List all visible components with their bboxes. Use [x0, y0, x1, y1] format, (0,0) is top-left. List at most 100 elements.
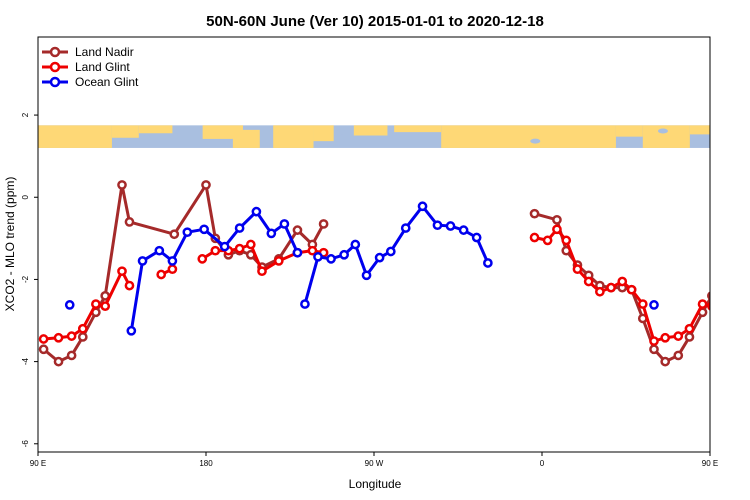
series-1-point-8: [156, 269, 167, 280]
series-1-point-9: [167, 264, 178, 275]
series-1-point-24: [572, 264, 583, 275]
series-0-point-2: [66, 350, 77, 361]
series-1-point-28: [617, 276, 628, 287]
map-land: [38, 125, 710, 148]
series-2-point-20: [385, 246, 396, 257]
series-1-point-36: [707, 301, 710, 311]
series-2-point-9: [251, 206, 262, 217]
series-2-point-15: [326, 254, 336, 264]
series-2-point-7: [219, 241, 230, 252]
legend-marker-1: [49, 61, 61, 73]
land-mass-0: [38, 125, 112, 148]
series-1-point-5: [100, 301, 111, 311]
series-0-point-35: [725, 181, 732, 188]
legend-marker-0: [49, 46, 61, 58]
series-1-point-15: [257, 266, 267, 277]
series-2-point-31: [740, 247, 747, 254]
series-2-point-28: [649, 300, 659, 310]
y-axis: 2 0 -2 -4 -6: [21, 112, 38, 447]
series-0-point-36: [733, 218, 740, 225]
series-0-point-32: [684, 332, 695, 342]
series-2-line-4: [716, 232, 750, 331]
map-detail-2: [234, 137, 245, 143]
series-1-point-38: [733, 282, 740, 289]
land-mass-7: [353, 125, 388, 136]
series-1-point-35: [697, 299, 708, 309]
series-0-point-29: [649, 344, 659, 355]
series-2-point-19: [374, 252, 385, 263]
series-2-point-23: [432, 220, 443, 231]
series-2-point-27: [483, 258, 493, 268]
series-1-point-10: [197, 254, 208, 264]
series-2-point-12: [292, 247, 303, 258]
series-2-point-24: [445, 221, 456, 231]
land-mass-2: [138, 125, 173, 134]
series-2-point-2: [137, 256, 148, 266]
x-tick-label-1: 180: [199, 459, 213, 468]
series-0: [38, 180, 740, 367]
series-2-point-13: [300, 299, 310, 309]
land-mass-9: [441, 125, 616, 148]
series-2-point-22: [417, 201, 428, 212]
series-0-point-19: [529, 208, 540, 219]
series-1-line-2: [201, 243, 324, 273]
map-detail-5: [530, 138, 541, 144]
series-1-point-16: [273, 256, 284, 266]
series-0-point-3: [77, 332, 88, 342]
series-1-point-25: [583, 276, 594, 287]
series-2-point-25: [458, 225, 469, 235]
series-1-point-32: [660, 332, 671, 343]
chart-title: 50N-60N June (Ver 10) 2015-01-01 to 2020…: [206, 13, 544, 30]
series-1-point-23: [561, 235, 572, 246]
series-1: [38, 224, 740, 346]
series-2-point-18: [361, 270, 372, 281]
legend-label-0: Land Nadir: [75, 45, 134, 59]
map-detail-3: [335, 129, 346, 135]
series-2-point-3: [154, 245, 165, 256]
series-2-point-17: [350, 239, 361, 250]
land-mass-4: [232, 129, 260, 148]
series-2-point-29: [712, 327, 719, 334]
series-1-point-34: [684, 323, 695, 334]
series-0-line-1: [534, 212, 710, 364]
series-0-point-20: [552, 214, 562, 225]
series-2-point-11: [279, 219, 290, 229]
series-0-point-0: [38, 344, 49, 355]
series-1-point-11: [210, 245, 221, 256]
series-1-point-2: [66, 331, 77, 341]
y-tick-label-3: -4: [21, 358, 30, 366]
series-2-point-14: [313, 251, 323, 262]
series-1-point-7: [124, 280, 135, 291]
y-tick-label-4: -6: [21, 440, 30, 448]
land-mass-3: [202, 125, 243, 139]
land-mass-5: [273, 125, 314, 148]
y-tick-label-2: -2: [21, 275, 30, 283]
x-tick-label-4: 90 E: [702, 459, 718, 468]
series-2-point-8: [234, 223, 245, 233]
legend-marker-2: [49, 76, 61, 88]
series-1-point-31: [649, 336, 659, 346]
series-1-point-21: [542, 235, 553, 246]
series-1-point-20: [529, 232, 540, 243]
x-axis: 90 E 180 90 W 0 90 E: [30, 452, 718, 468]
series-1-point-33: [673, 331, 684, 341]
series-1-point-30: [637, 299, 648, 309]
series-1-point-29: [626, 284, 637, 295]
land-mass-11: [642, 125, 690, 148]
series-0-point-1: [53, 356, 64, 367]
series-2-point-21: [400, 223, 411, 233]
series-2-point-0: [64, 300, 75, 310]
x-tick-label-3: 0: [540, 459, 545, 468]
series-1-point-26: [595, 286, 605, 297]
plot-frame: [37, 36, 711, 453]
series-2-point-6: [199, 224, 209, 235]
world-map-band: [38, 125, 710, 148]
y-axis-label: XCO2 - MLO trend (ppm): [3, 177, 17, 312]
series-1-point-4: [91, 299, 101, 309]
land-mass-6: [313, 125, 334, 142]
series-0-point-6: [117, 180, 127, 190]
series-0-point-30: [660, 356, 671, 367]
series-1-point-1: [53, 332, 64, 343]
y-tick-label-0: 2: [21, 112, 30, 117]
series-0-point-8: [169, 229, 180, 240]
